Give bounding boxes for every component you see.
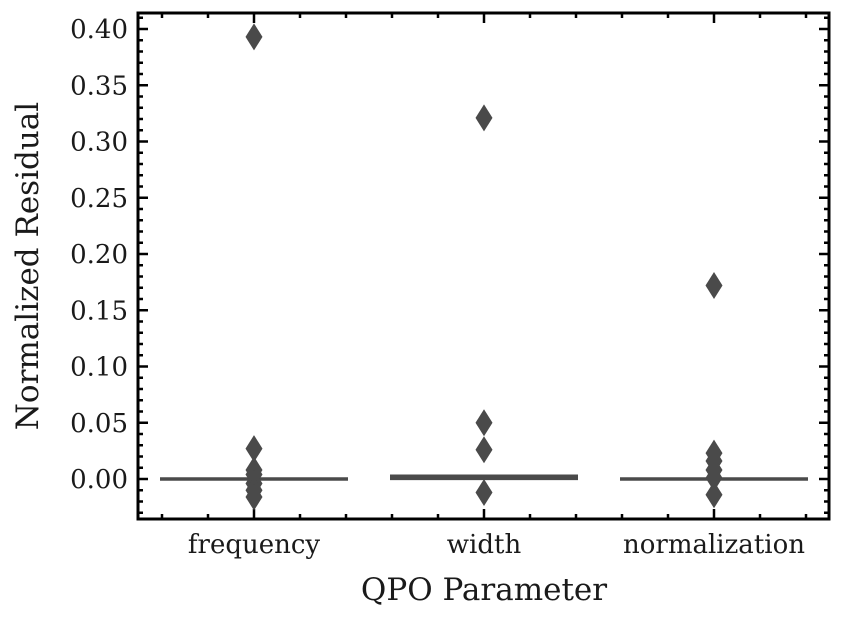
x-tick-label: frequency	[188, 530, 321, 560]
outlier-point	[475, 409, 493, 437]
y-tick-label: 0.15	[70, 296, 128, 326]
x-tick-labels: frequency width normalization	[188, 530, 805, 560]
outlier-point	[475, 436, 493, 464]
outlier-point	[245, 23, 263, 51]
y-tick-label: 0.10	[70, 353, 128, 383]
outlier-point	[475, 104, 493, 132]
outlier-point	[475, 479, 493, 506]
y-tick-label: 0.35	[70, 71, 128, 101]
y-tick-label: 0.05	[70, 409, 128, 439]
x-tick-label: normalization	[623, 530, 805, 560]
plot-frame	[136, 11, 831, 521]
y-tick-label: 0.20	[70, 240, 128, 270]
y-axis-title: Normalized Residual	[10, 102, 46, 430]
y-tick-label: 0.30	[70, 128, 128, 158]
outlier-point	[245, 483, 263, 511]
x-axis-title: QPO Parameter	[361, 572, 607, 608]
y-tick-label: 0.40	[70, 15, 128, 45]
y-tick-label: 0.25	[70, 184, 128, 214]
x-tick-label: width	[447, 530, 522, 560]
y-tick-labels: 0.00 0.05 0.10 0.15 0.20 0.25 0.30 0.35 0.40	[70, 15, 128, 495]
outlier-point	[245, 435, 263, 463]
outlier-points	[245, 23, 723, 511]
outlier-point	[705, 464, 723, 492]
outlier-point	[705, 481, 723, 509]
outlier-point	[705, 272, 723, 299]
y-tick-label: 0.00	[70, 465, 128, 495]
